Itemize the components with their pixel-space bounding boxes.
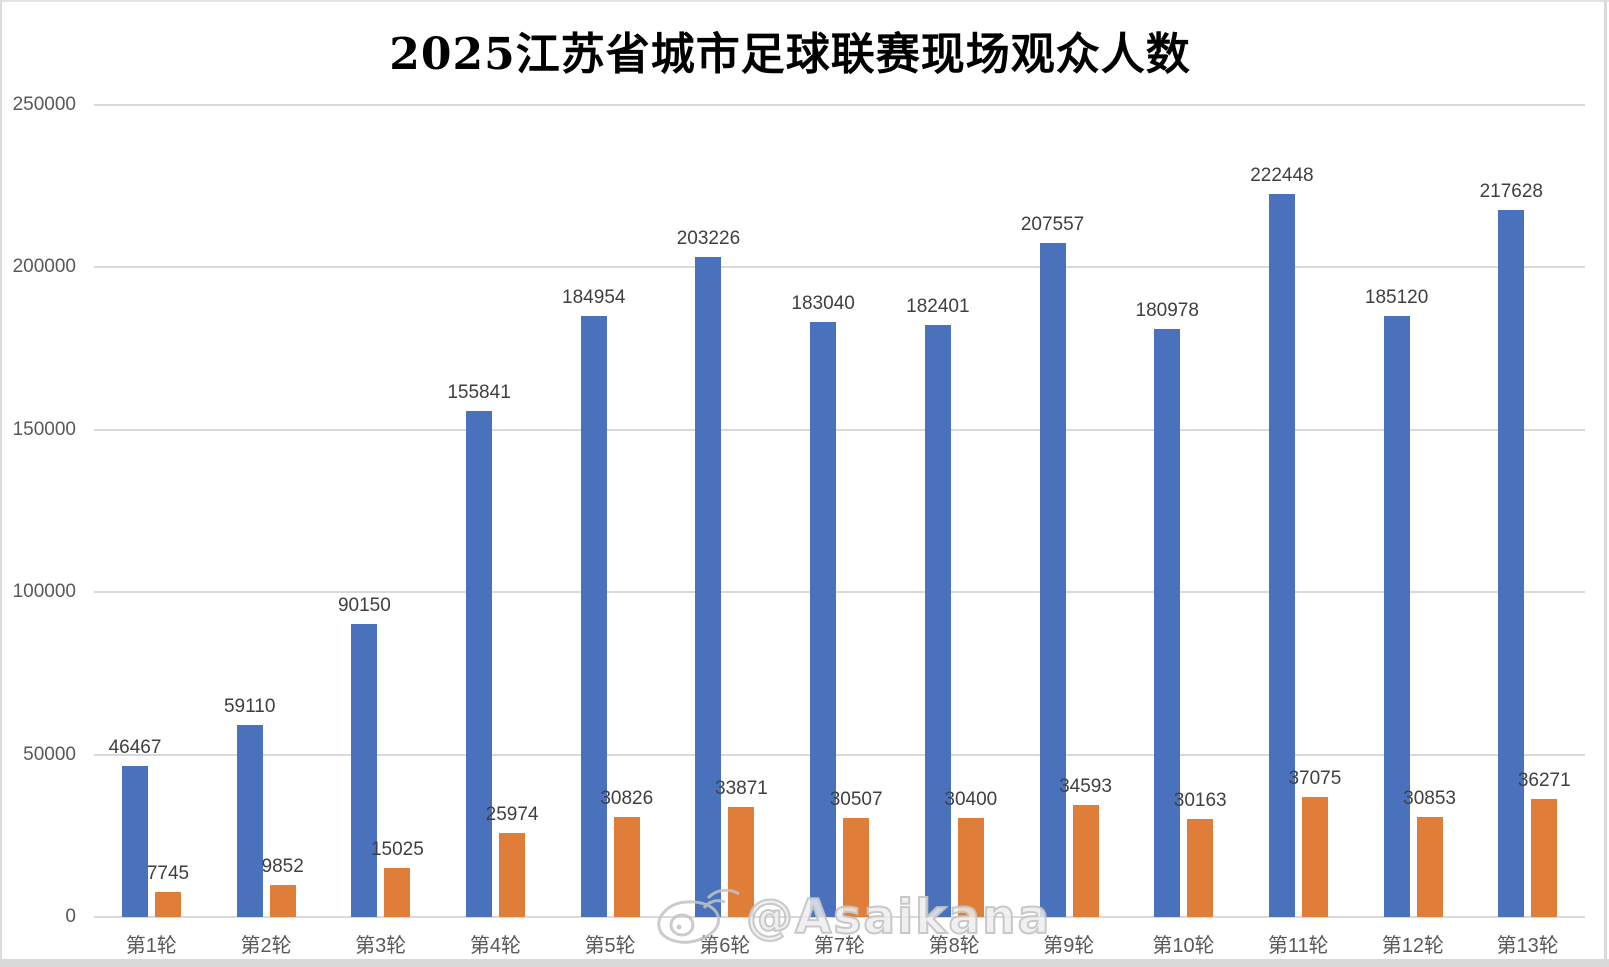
orange-bar-value-label: 30853 <box>1403 787 1456 809</box>
orange-bar-value-label: 30400 <box>944 789 998 811</box>
blue-bar-第6轮 <box>695 256 722 917</box>
orange-bar-第8轮 <box>957 818 984 917</box>
orange-bar-value-label: 25974 <box>485 803 539 825</box>
blue-bar-value-label: 184954 <box>562 287 626 309</box>
gridline-y-0 <box>94 916 1585 918</box>
orange-bar-value-label: 33871 <box>715 777 768 799</box>
chart-title: 2025江苏省城市足球联赛现场观众人数 <box>389 29 1191 80</box>
blue-bar-value-label: 185120 <box>1364 286 1429 308</box>
orange-bar-第5轮 <box>613 816 640 917</box>
gridline-y-250000 <box>94 104 1585 106</box>
orange-bar-第4轮 <box>499 832 526 917</box>
y-axis-tick-label: 150000 <box>12 418 76 440</box>
orange-bar-第7轮 <box>843 817 870 917</box>
bottom-edge-border <box>0 959 1609 967</box>
orange-bar-第3轮 <box>384 868 411 917</box>
blue-bar-第2轮 <box>236 725 263 917</box>
x-axis-tick-label-6: 第6轮 <box>699 935 751 957</box>
blue-bar-第10轮 <box>1154 329 1181 917</box>
orange-bar-第13轮 <box>1531 799 1558 917</box>
orange-bar-第9轮 <box>1072 804 1099 917</box>
orange-bar-value-label: 9852 <box>261 856 304 877</box>
blue-bar-第7轮 <box>810 322 837 917</box>
gridline-y-200000 <box>94 266 1585 269</box>
orange-bar-value-label: 15025 <box>370 839 424 861</box>
blue-bar-第5轮 <box>580 316 607 917</box>
x-axis-tick-label-12: 第12轮 <box>1381 935 1445 957</box>
blue-bar-value-label: 183040 <box>791 293 855 315</box>
x-axis-tick-label-1: 第1轮 <box>125 935 177 957</box>
orange-bar-第1轮 <box>155 891 181 917</box>
y-axis-tick-label: 200000 <box>12 256 76 278</box>
blue-bar-第9轮 <box>1039 242 1066 917</box>
blue-bar-value-label: 222448 <box>1250 165 1314 187</box>
x-axis-tick-label-2: 第2轮 <box>240 935 292 957</box>
orange-bar-第11轮 <box>1301 796 1328 917</box>
gridline-y-100000 <box>94 591 1585 594</box>
orange-bar-value-label: 30826 <box>600 787 654 809</box>
y-axis-tick-label: 100000 <box>12 581 76 603</box>
orange-bar-value-label: 7745 <box>146 862 190 884</box>
blue-bar-value-label: 90150 <box>337 595 391 617</box>
top-edge-border <box>0 0 1609 2</box>
orange-bar-第2轮 <box>269 885 296 917</box>
x-axis-tick-label-3: 第3轮 <box>355 935 407 957</box>
gridline-y-50000 <box>94 753 1585 756</box>
blue-bar-第12轮 <box>1383 315 1410 917</box>
y-axis-tick-label: 250000 <box>12 94 76 115</box>
orange-bar-value-label: 34593 <box>1059 775 1112 797</box>
y-axis-tick-label: 50000 <box>23 743 76 765</box>
x-axis-tick-label-4: 第4轮 <box>469 935 521 957</box>
y-axis-tick-label: 0 <box>65 906 76 927</box>
blue-bar-value-label: 155841 <box>447 381 511 403</box>
blue-bar-value-label: 182401 <box>906 295 970 317</box>
blue-bar-第3轮 <box>351 624 378 917</box>
gridline-y-150000 <box>94 428 1585 431</box>
x-axis-tick-label-9: 第9轮 <box>1043 935 1095 957</box>
x-axis-tick-label-5: 第5轮 <box>584 935 636 957</box>
blue-bar-value-label: 59110 <box>223 696 276 717</box>
blue-bar-value-label: 217628 <box>1479 181 1543 203</box>
x-axis-tick-label-10: 第10轮 <box>1152 935 1215 957</box>
blue-bar-第8轮 <box>924 324 951 917</box>
left-edge-border <box>0 0 2 960</box>
x-axis-tick-label-11: 第11轮 <box>1267 935 1329 957</box>
blue-bar-value-label: 207557 <box>1020 213 1085 235</box>
orange-bar-value-label: 36271 <box>1517 770 1571 792</box>
x-axis-tick-label-8: 第8轮 <box>928 935 980 957</box>
orange-bar-第6轮 <box>728 806 755 917</box>
orange-bar-value-label: 30507 <box>829 788 883 810</box>
orange-bar-第12轮 <box>1416 816 1443 917</box>
orange-bar-value-label: 37075 <box>1288 767 1342 789</box>
right-edge-border <box>1604 0 1607 960</box>
x-axis-tick-label-7: 第7轮 <box>813 935 866 957</box>
x-axis-tick-label-13: 第13轮 <box>1496 935 1559 957</box>
orange-bar-第10轮 <box>1187 819 1214 917</box>
blue-bar-value-label: 180978 <box>1135 300 1199 322</box>
blue-bar-value-label: 46467 <box>108 737 162 759</box>
blue-bar-第13轮 <box>1498 210 1525 917</box>
blue-bar-第4轮 <box>466 410 493 917</box>
blue-bar-第11轮 <box>1268 194 1295 917</box>
blue-bar-value-label: 203226 <box>676 227 741 249</box>
orange-bar-value-label: 30163 <box>1173 790 1227 812</box>
blue-bar-第1轮 <box>122 766 148 917</box>
